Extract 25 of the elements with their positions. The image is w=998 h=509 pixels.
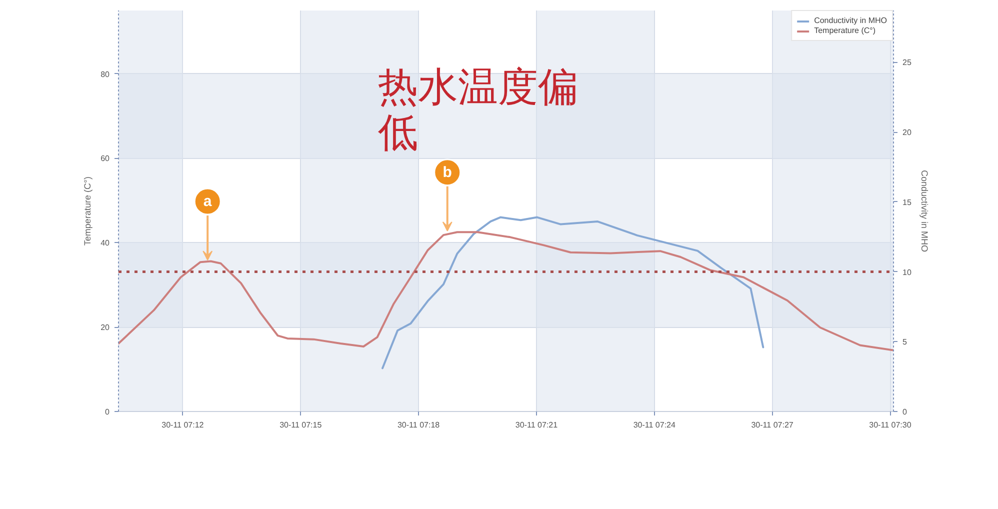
legend-label: Conductivity in MHO bbox=[814, 16, 887, 25]
x-tick-label: 30-11 07:27 bbox=[751, 420, 794, 430]
y2-tick-label: 20 bbox=[902, 128, 912, 138]
x-tick-label: 30-11 07:24 bbox=[633, 420, 676, 430]
annotation: a bbox=[203, 193, 212, 210]
y-tick-label: 0 bbox=[105, 408, 110, 416]
y-axis-title: Temperature (C°) bbox=[82, 176, 93, 246]
annotation: 热水温度偏低 bbox=[378, 64, 578, 156]
y2-tick-label: 5 bbox=[902, 338, 908, 347]
x-tick-label: 30-11 07:30 bbox=[869, 420, 912, 430]
y2-axis-title: Conductivity in MHO bbox=[919, 170, 930, 252]
y2-tick-label: 0 bbox=[902, 408, 908, 416]
legend-label: Temperature (C°) bbox=[814, 26, 876, 35]
annotation: b bbox=[442, 164, 452, 181]
x-tick-label: 30-11 07:12 bbox=[162, 420, 204, 430]
y-tick-label: 20 bbox=[100, 323, 110, 332]
y2-tick-label: 25 bbox=[902, 58, 912, 68]
y-tick-label: 40 bbox=[100, 238, 110, 248]
y-tick-label: 80 bbox=[100, 70, 110, 79]
x-tick-label: 30-11 07:21 bbox=[515, 420, 558, 430]
x-tick-label: 30-11 07:18 bbox=[397, 420, 440, 430]
y-tick-label: 60 bbox=[100, 154, 110, 164]
y2-tick-label: 10 bbox=[902, 268, 912, 277]
x-tick-label: 30-11 07:15 bbox=[280, 420, 322, 430]
y2-tick-label: 15 bbox=[902, 198, 912, 207]
